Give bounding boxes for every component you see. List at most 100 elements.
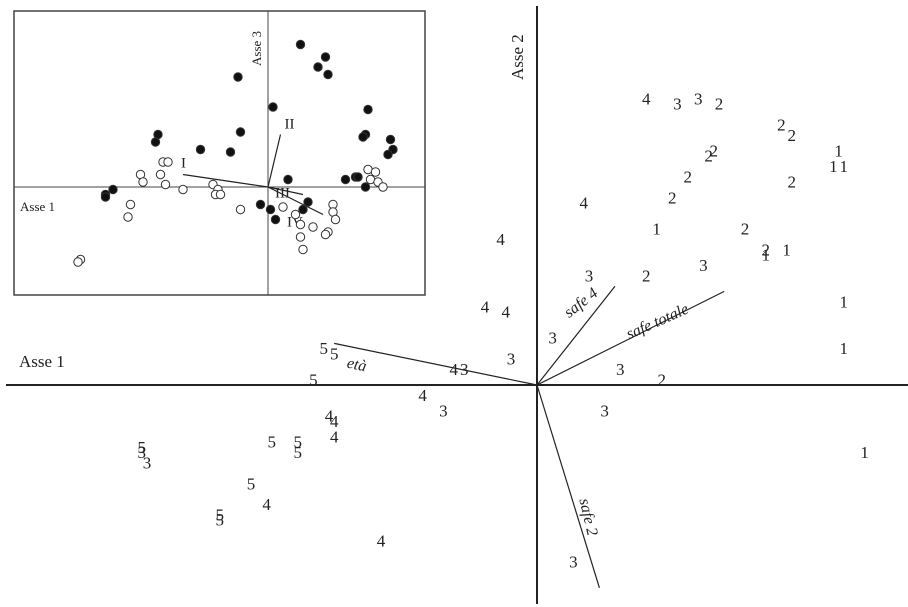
main-point-label: 3	[548, 329, 557, 348]
main-point-label: 3	[143, 454, 152, 473]
inset-open-point	[178, 184, 188, 195]
inset-filled-point	[363, 104, 373, 115]
main-point-label: 3	[439, 402, 448, 421]
inset-filled-point	[360, 182, 371, 192]
inset-vector-line	[267, 186, 324, 216]
inset-filled-point	[340, 174, 351, 185]
main-point-label: 4	[642, 90, 651, 109]
inset-open-point	[125, 199, 136, 210]
main-point-label: 2	[704, 147, 713, 166]
main-point-label: 4	[580, 194, 589, 213]
inset-open-point	[290, 209, 301, 220]
inset-open-point	[295, 219, 306, 230]
main-point-label: 2	[668, 188, 677, 207]
main-point-label: 1	[834, 142, 843, 161]
inset-filled-point	[108, 184, 118, 195]
inset-open-point	[308, 222, 318, 232]
main-point-label: 2	[788, 126, 797, 145]
main-loading-vectors: età safe 4 safe totale safe 2	[334, 285, 725, 588]
main-y-axis-label: Asse 2	[508, 34, 527, 80]
main-point-label: 1	[840, 292, 849, 311]
inset-vector-line	[267, 186, 304, 196]
main-point-label: 3	[699, 256, 708, 275]
main-point-label: 5	[309, 370, 318, 389]
main-point-label: 3	[569, 552, 578, 571]
inset-open-point	[295, 232, 306, 242]
inset-filled-point	[320, 52, 331, 62]
inset-x-axis-label: Asse 1	[20, 199, 55, 214]
inset-y-axis-label: Asse 3	[249, 31, 264, 66]
main-biplot: Asse 1 Asse 2 età safe 4 safe totale safe 2…	[6, 6, 908, 604]
inset-open-point	[215, 189, 226, 200]
inset-filled-point	[265, 204, 276, 215]
inset-filled-point	[150, 137, 161, 147]
inset-open-point	[138, 177, 148, 187]
main-point-label: 2	[777, 116, 786, 135]
main-point-label: 5	[320, 339, 329, 358]
main-point-label: 4	[502, 303, 511, 322]
main-point-label: 5	[268, 433, 277, 452]
inset-filled-point	[233, 72, 243, 82]
main-point-label: 5	[294, 433, 303, 452]
inset-filled-point	[383, 149, 393, 160]
main-point-label: 2	[642, 266, 651, 285]
main-point-label: 1	[840, 339, 849, 358]
inset-open-point	[73, 257, 83, 267]
inset-filled-point	[303, 197, 313, 207]
inset-open-point	[160, 179, 171, 190]
main-point-label: 3	[600, 402, 609, 421]
main-vector-line	[536, 285, 616, 386]
main-vector-label: safe totale	[624, 301, 691, 343]
inset-open-point	[320, 229, 331, 240]
main-point-label: 5	[247, 474, 256, 493]
main-point-label: 2	[684, 168, 693, 187]
inset-filled-point	[353, 172, 363, 182]
main-point-label: 5	[330, 344, 339, 363]
main-point-label: 4	[450, 360, 459, 379]
main-point-label: 1	[762, 246, 771, 265]
main-point-label: 3	[585, 266, 594, 285]
main-vector-label: età	[345, 355, 368, 376]
main-point-label: 2	[710, 142, 719, 161]
inset-filled-point	[283, 174, 293, 185]
main-point-label: 4	[496, 230, 505, 249]
main-point-label: 5	[216, 511, 225, 530]
main-point-label: 3	[460, 360, 469, 379]
inset-open-point	[163, 157, 173, 167]
inset-vector-line	[267, 134, 282, 188]
inset-filled-point	[313, 62, 323, 72]
main-vector-label: safe 4	[561, 285, 601, 322]
inset-open-point	[278, 202, 288, 212]
inset-filled-point	[100, 192, 111, 202]
main-point-label: 4	[330, 428, 339, 447]
inset-filled-point	[385, 134, 396, 145]
main-point-label: 4	[325, 407, 334, 426]
main-point-label: 4	[377, 532, 386, 551]
inset-vector-label: II	[285, 117, 295, 133]
main-point-label: 2	[658, 370, 667, 389]
inset-open-point	[298, 244, 308, 255]
main-point-label: 1	[829, 157, 838, 176]
inset-filled-point	[255, 199, 266, 210]
main-point-label: 5	[294, 443, 303, 462]
main-point-label: 3	[616, 360, 625, 379]
inset-filled-point	[295, 39, 306, 50]
main-point-label: 5	[216, 506, 225, 525]
inset-filled-point	[195, 144, 206, 155]
inset-filled-point	[268, 102, 278, 112]
main-point-label: 3	[138, 443, 147, 462]
inset-filled-point	[270, 214, 281, 225]
inset-data-points	[73, 39, 398, 267]
inset-vector-label: III	[275, 186, 290, 202]
main-point-label: 2	[741, 220, 750, 239]
main-point-label: 4	[330, 412, 339, 431]
main-point-label: 2	[715, 95, 724, 114]
inset-vector-line	[182, 173, 269, 188]
inset-filled-point	[235, 127, 246, 137]
inset-open-point	[123, 212, 133, 222]
main-x-axis-label: Asse 1	[19, 352, 65, 371]
inset-frame	[13, 10, 426, 296]
